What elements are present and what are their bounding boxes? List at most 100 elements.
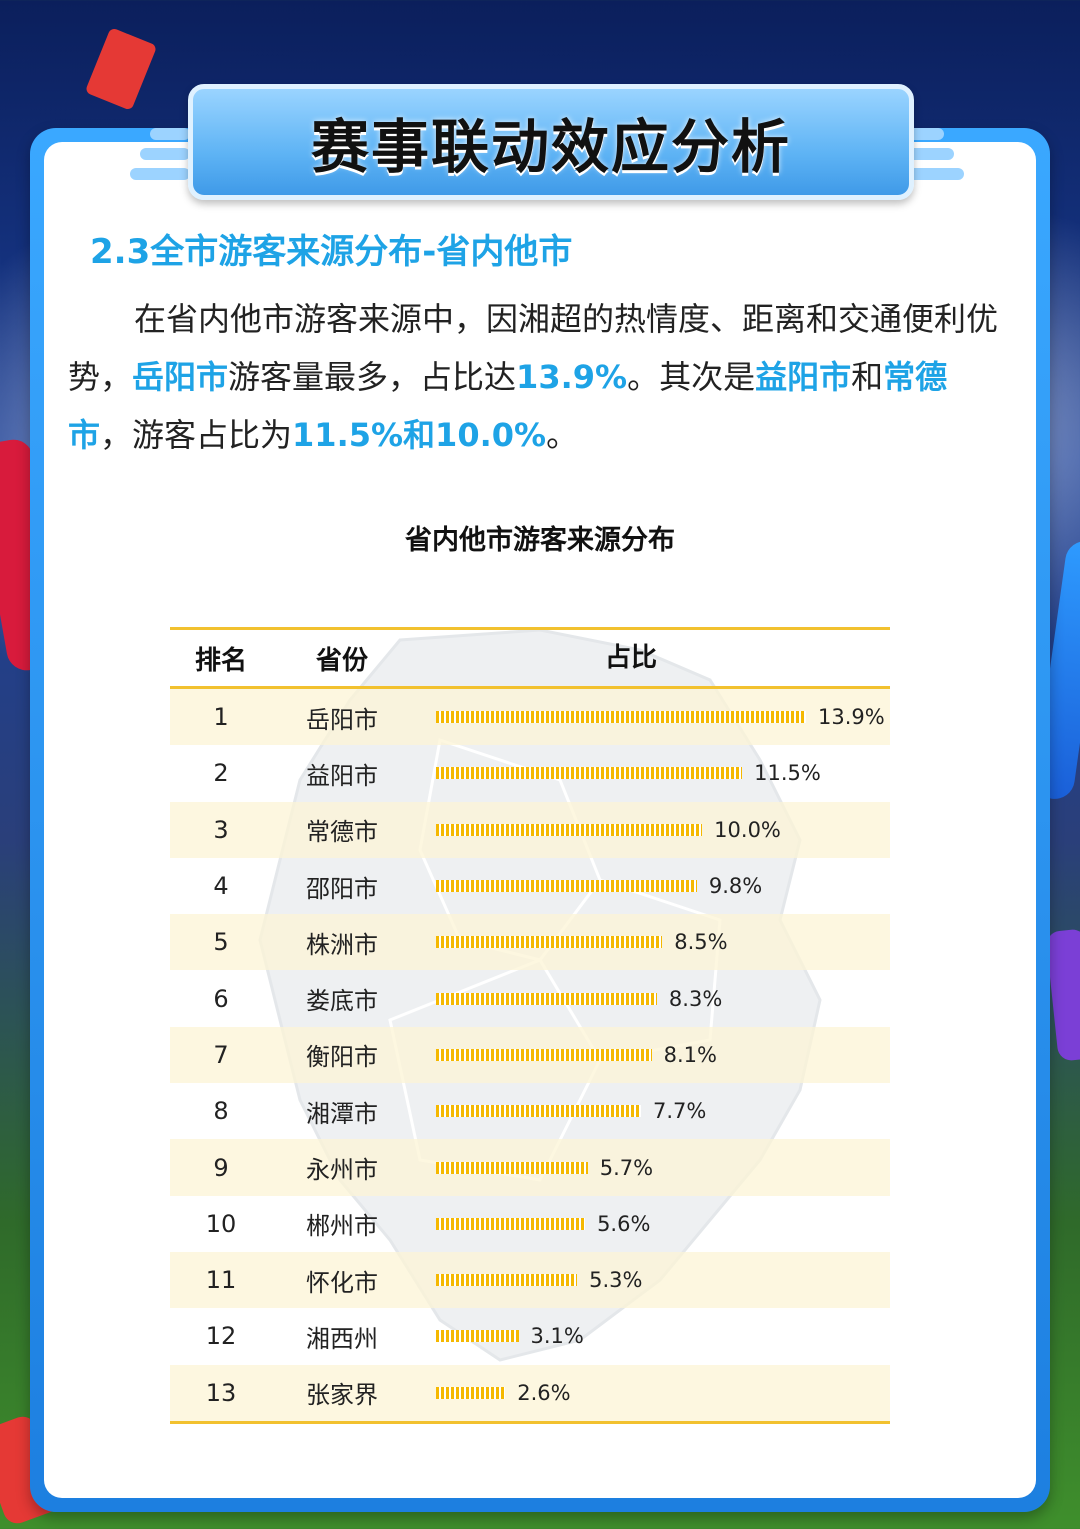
city-cell: 湘西州 xyxy=(306,1324,378,1353)
title-stripe xyxy=(904,128,944,140)
paragraph-text: 。 xyxy=(546,416,579,454)
city-cell: 永州市 xyxy=(306,1156,378,1185)
chart-title: 省内他市游客来源分布 xyxy=(405,525,675,556)
bar-value-label: 10.0% xyxy=(714,817,781,842)
bar-mark xyxy=(436,711,806,724)
bar-value-label: 2.6% xyxy=(517,1380,571,1405)
bar-value-label: 11.5% xyxy=(754,761,821,786)
title-stripe xyxy=(904,168,964,180)
bar-mark xyxy=(436,1386,506,1399)
highlight-text: 岳阳市 xyxy=(132,358,229,396)
paragraph-text: 游客量最多，占比达 xyxy=(228,358,517,396)
bar-value-label: 8.3% xyxy=(668,986,723,1011)
highlight-text: 11.5%和10.0% xyxy=(292,416,547,454)
highlight-text: 13.9% xyxy=(516,358,628,396)
bar-mark xyxy=(436,823,703,836)
bar-mark xyxy=(436,1161,588,1174)
bar-mark xyxy=(436,1217,586,1230)
share-cell: 3.1% xyxy=(412,1308,890,1364)
city-cell: 邵阳市 xyxy=(306,874,378,903)
title-stripe xyxy=(130,168,190,180)
ranking-table: 排名 省份 占比 1 岳阳市 13.9% 2 益阳市 11.5% 3 常德市 10.0% 4 邵阳市… xyxy=(170,627,890,1424)
rank-cell: 10 xyxy=(205,1209,237,1238)
decorative-ribbon xyxy=(84,27,158,111)
bar-value-label: 13.9% xyxy=(818,705,885,730)
bar-value-label: 3.1% xyxy=(530,1324,584,1349)
rank-cell: 8 xyxy=(213,1097,229,1126)
share-cell: 8.1% xyxy=(412,1027,890,1083)
title-stripe xyxy=(150,128,190,140)
bar-mark xyxy=(436,767,743,780)
rank-cell: 13 xyxy=(205,1378,237,1407)
share-cell: 10.0% xyxy=(412,802,890,858)
column-header-rank: 排名 xyxy=(194,645,247,676)
decorative-ribbon xyxy=(1045,928,1080,1062)
section-heading: 2.3全市游客来源分布-省内他市 xyxy=(90,232,573,272)
page-title: 赛事联动效应分析 xyxy=(310,113,791,181)
city-cell: 郴州市 xyxy=(306,1212,378,1241)
share-cell: 5.6% xyxy=(412,1196,890,1252)
share-cell: 9.8% xyxy=(412,858,890,914)
table-row: 11 怀化市 5.3% xyxy=(170,1251,890,1309)
rank-cell: 7 xyxy=(213,1040,229,1069)
paragraph-text: ，游客占比为 xyxy=(100,416,293,454)
paragraph-text: 和 xyxy=(851,358,884,396)
table-row: 12 湘西州 3.1% xyxy=(170,1308,890,1364)
rank-cell: 5 xyxy=(213,928,229,957)
column-header-share: 占比 xyxy=(604,643,657,673)
title-banner: 赛事联动效应分析 xyxy=(188,84,914,200)
table-row: 7 衡阳市 8.1% xyxy=(170,1026,890,1084)
bar-mark xyxy=(436,1048,652,1061)
table-body: 1 岳阳市 13.9% 2 益阳市 11.5% 3 常德市 10.0% 4 邵阳市 9.8% 5 株洲市 8… xyxy=(170,689,890,1421)
city-cell: 湘潭市 xyxy=(306,1099,378,1128)
city-cell: 益阳市 xyxy=(306,761,378,790)
title-stripe xyxy=(904,148,954,160)
table-row: 9 永州市 5.7% xyxy=(170,1139,890,1196)
table-row: 2 益阳市 11.5% xyxy=(170,745,890,801)
share-cell: 8.5% xyxy=(412,914,890,970)
rank-cell: 12 xyxy=(205,1322,237,1351)
city-cell: 岳阳市 xyxy=(306,705,378,734)
bar-mark xyxy=(436,1274,578,1287)
rank-cell: 1 xyxy=(213,703,229,732)
bar-value-label: 5.3% xyxy=(589,1268,643,1293)
share-cell: 11.5% xyxy=(412,745,890,801)
bar-value-label: 8.1% xyxy=(663,1042,717,1067)
table-row: 8 湘潭市 7.7% xyxy=(170,1083,890,1139)
share-cell: 7.7% xyxy=(412,1083,890,1139)
city-cell: 株洲市 xyxy=(306,930,378,959)
share-cell: 2.6% xyxy=(412,1365,890,1421)
table-row: 3 常德市 10.0% xyxy=(170,801,890,858)
table-row: 1 岳阳市 13.9% xyxy=(170,689,890,746)
table-row: 5 株洲市 8.5% xyxy=(170,914,890,971)
bar-value-label: 8.5% xyxy=(674,930,728,955)
share-cell: 5.7% xyxy=(412,1139,890,1195)
city-cell: 娄底市 xyxy=(306,987,378,1016)
bar-value-label: 5.6% xyxy=(597,1211,651,1236)
bar-value-label: 5.7% xyxy=(599,1155,654,1180)
highlight-text: 益阳市 xyxy=(755,358,852,396)
rank-cell: 6 xyxy=(213,984,229,1013)
bar-mark xyxy=(436,1330,519,1343)
city-cell: 衡阳市 xyxy=(306,1043,378,1072)
city-cell: 常德市 xyxy=(306,818,378,847)
highlight-text: 常德市 xyxy=(68,358,948,454)
bar-value-label: 9.8% xyxy=(708,874,763,899)
bar-mark xyxy=(436,1105,641,1118)
city-cell: 怀化市 xyxy=(306,1268,378,1297)
table-row: 6 娄底市 8.3% xyxy=(170,970,890,1026)
summary-paragraph: 在省内他市游客来源中，因湘超的热情度、距离和交通便利优势，岳阳市游客量最多，占比… xyxy=(68,290,1008,464)
rank-cell: 2 xyxy=(213,759,229,788)
table-row: 13 张家界 2.6% xyxy=(170,1364,890,1421)
bar-value-label: 7.7% xyxy=(652,1099,707,1124)
rank-cell: 4 xyxy=(213,872,229,901)
rank-cell: 9 xyxy=(213,1153,229,1182)
table-row: 10 郴州市 5.6% xyxy=(170,1196,890,1252)
share-cell: 5.3% xyxy=(412,1252,890,1308)
bar-mark xyxy=(436,880,697,893)
bar-mark xyxy=(436,936,663,949)
title-stripe xyxy=(140,148,190,160)
paragraph-text: 。其次是 xyxy=(627,358,756,396)
table-row: 4 邵阳市 9.8% xyxy=(170,858,890,914)
paragraph-text: 在省内他市游客来源中，因湘超的热情度、距离和交通便利优势， xyxy=(68,300,999,396)
